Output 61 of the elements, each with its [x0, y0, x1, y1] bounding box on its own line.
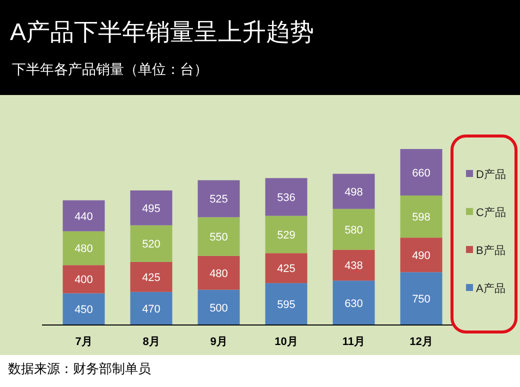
data-label: 480 [74, 243, 93, 256]
legend-label: D产品 [476, 168, 506, 181]
x-tick-label: 10月 [274, 336, 298, 348]
data-label: 425 [142, 272, 160, 284]
x-tick-label: 11月 [342, 336, 366, 348]
data-label: 495 [142, 202, 160, 215]
bar [198, 217, 240, 256]
data-label: 470 [142, 303, 160, 316]
legend-label: C产品 [476, 206, 506, 219]
x-tick-label: 8月 [142, 336, 160, 348]
bar [62, 293, 105, 325]
bar [130, 262, 172, 292]
data-label: 500 [210, 302, 228, 314]
bar [265, 253, 308, 284]
data-label: 660 [412, 167, 430, 180]
bar [198, 290, 240, 325]
data-label: 480 [210, 268, 228, 280]
data-label: 525 [210, 194, 228, 206]
bar [265, 178, 308, 216]
bar [400, 196, 442, 238]
chart-subtitle: 下半年各产品销量（单位：台） [12, 61, 208, 77]
bar [130, 190, 172, 226]
bar [400, 272, 442, 325]
x-tick-label: 7月 [75, 336, 92, 348]
bar [400, 238, 442, 272]
data-label: 529 [277, 230, 296, 242]
data-label: 440 [74, 210, 93, 223]
data-label: 580 [344, 224, 363, 236]
bar [332, 280, 375, 325]
bar [332, 174, 375, 209]
data-label: 498 [344, 186, 363, 198]
bar [62, 265, 105, 294]
data-label: 490 [412, 250, 430, 262]
legend-label: B产品 [476, 244, 506, 257]
data-label: 595 [277, 299, 296, 312]
bar [62, 231, 105, 266]
bar [130, 292, 172, 325]
data-label: 630 [344, 298, 363, 310]
source-note: 数据来源：财务部制单员 [8, 361, 151, 376]
data-label: 400 [74, 274, 93, 286]
data-label: 598 [412, 212, 430, 224]
bar [265, 216, 308, 254]
bar [198, 256, 240, 290]
legend-label: A产品 [476, 282, 506, 295]
chart-title: A产品下半年销量呈上升趋势 [10, 19, 314, 46]
data-label: 450 [74, 304, 93, 316]
data-label: 425 [277, 263, 296, 276]
bar [62, 200, 105, 232]
data-label: 536 [277, 192, 296, 204]
x-tick-label: 12月 [410, 336, 433, 348]
data-label: 520 [142, 238, 160, 251]
bar [400, 149, 442, 196]
x-tick-label: 9月 [210, 336, 228, 348]
bar [332, 208, 375, 250]
data-label: 750 [412, 294, 430, 306]
bar [198, 180, 240, 218]
data-label: 550 [210, 232, 228, 244]
bar [265, 283, 308, 325]
data-label: 438 [344, 260, 363, 272]
bar [130, 225, 172, 262]
bar [332, 250, 375, 281]
